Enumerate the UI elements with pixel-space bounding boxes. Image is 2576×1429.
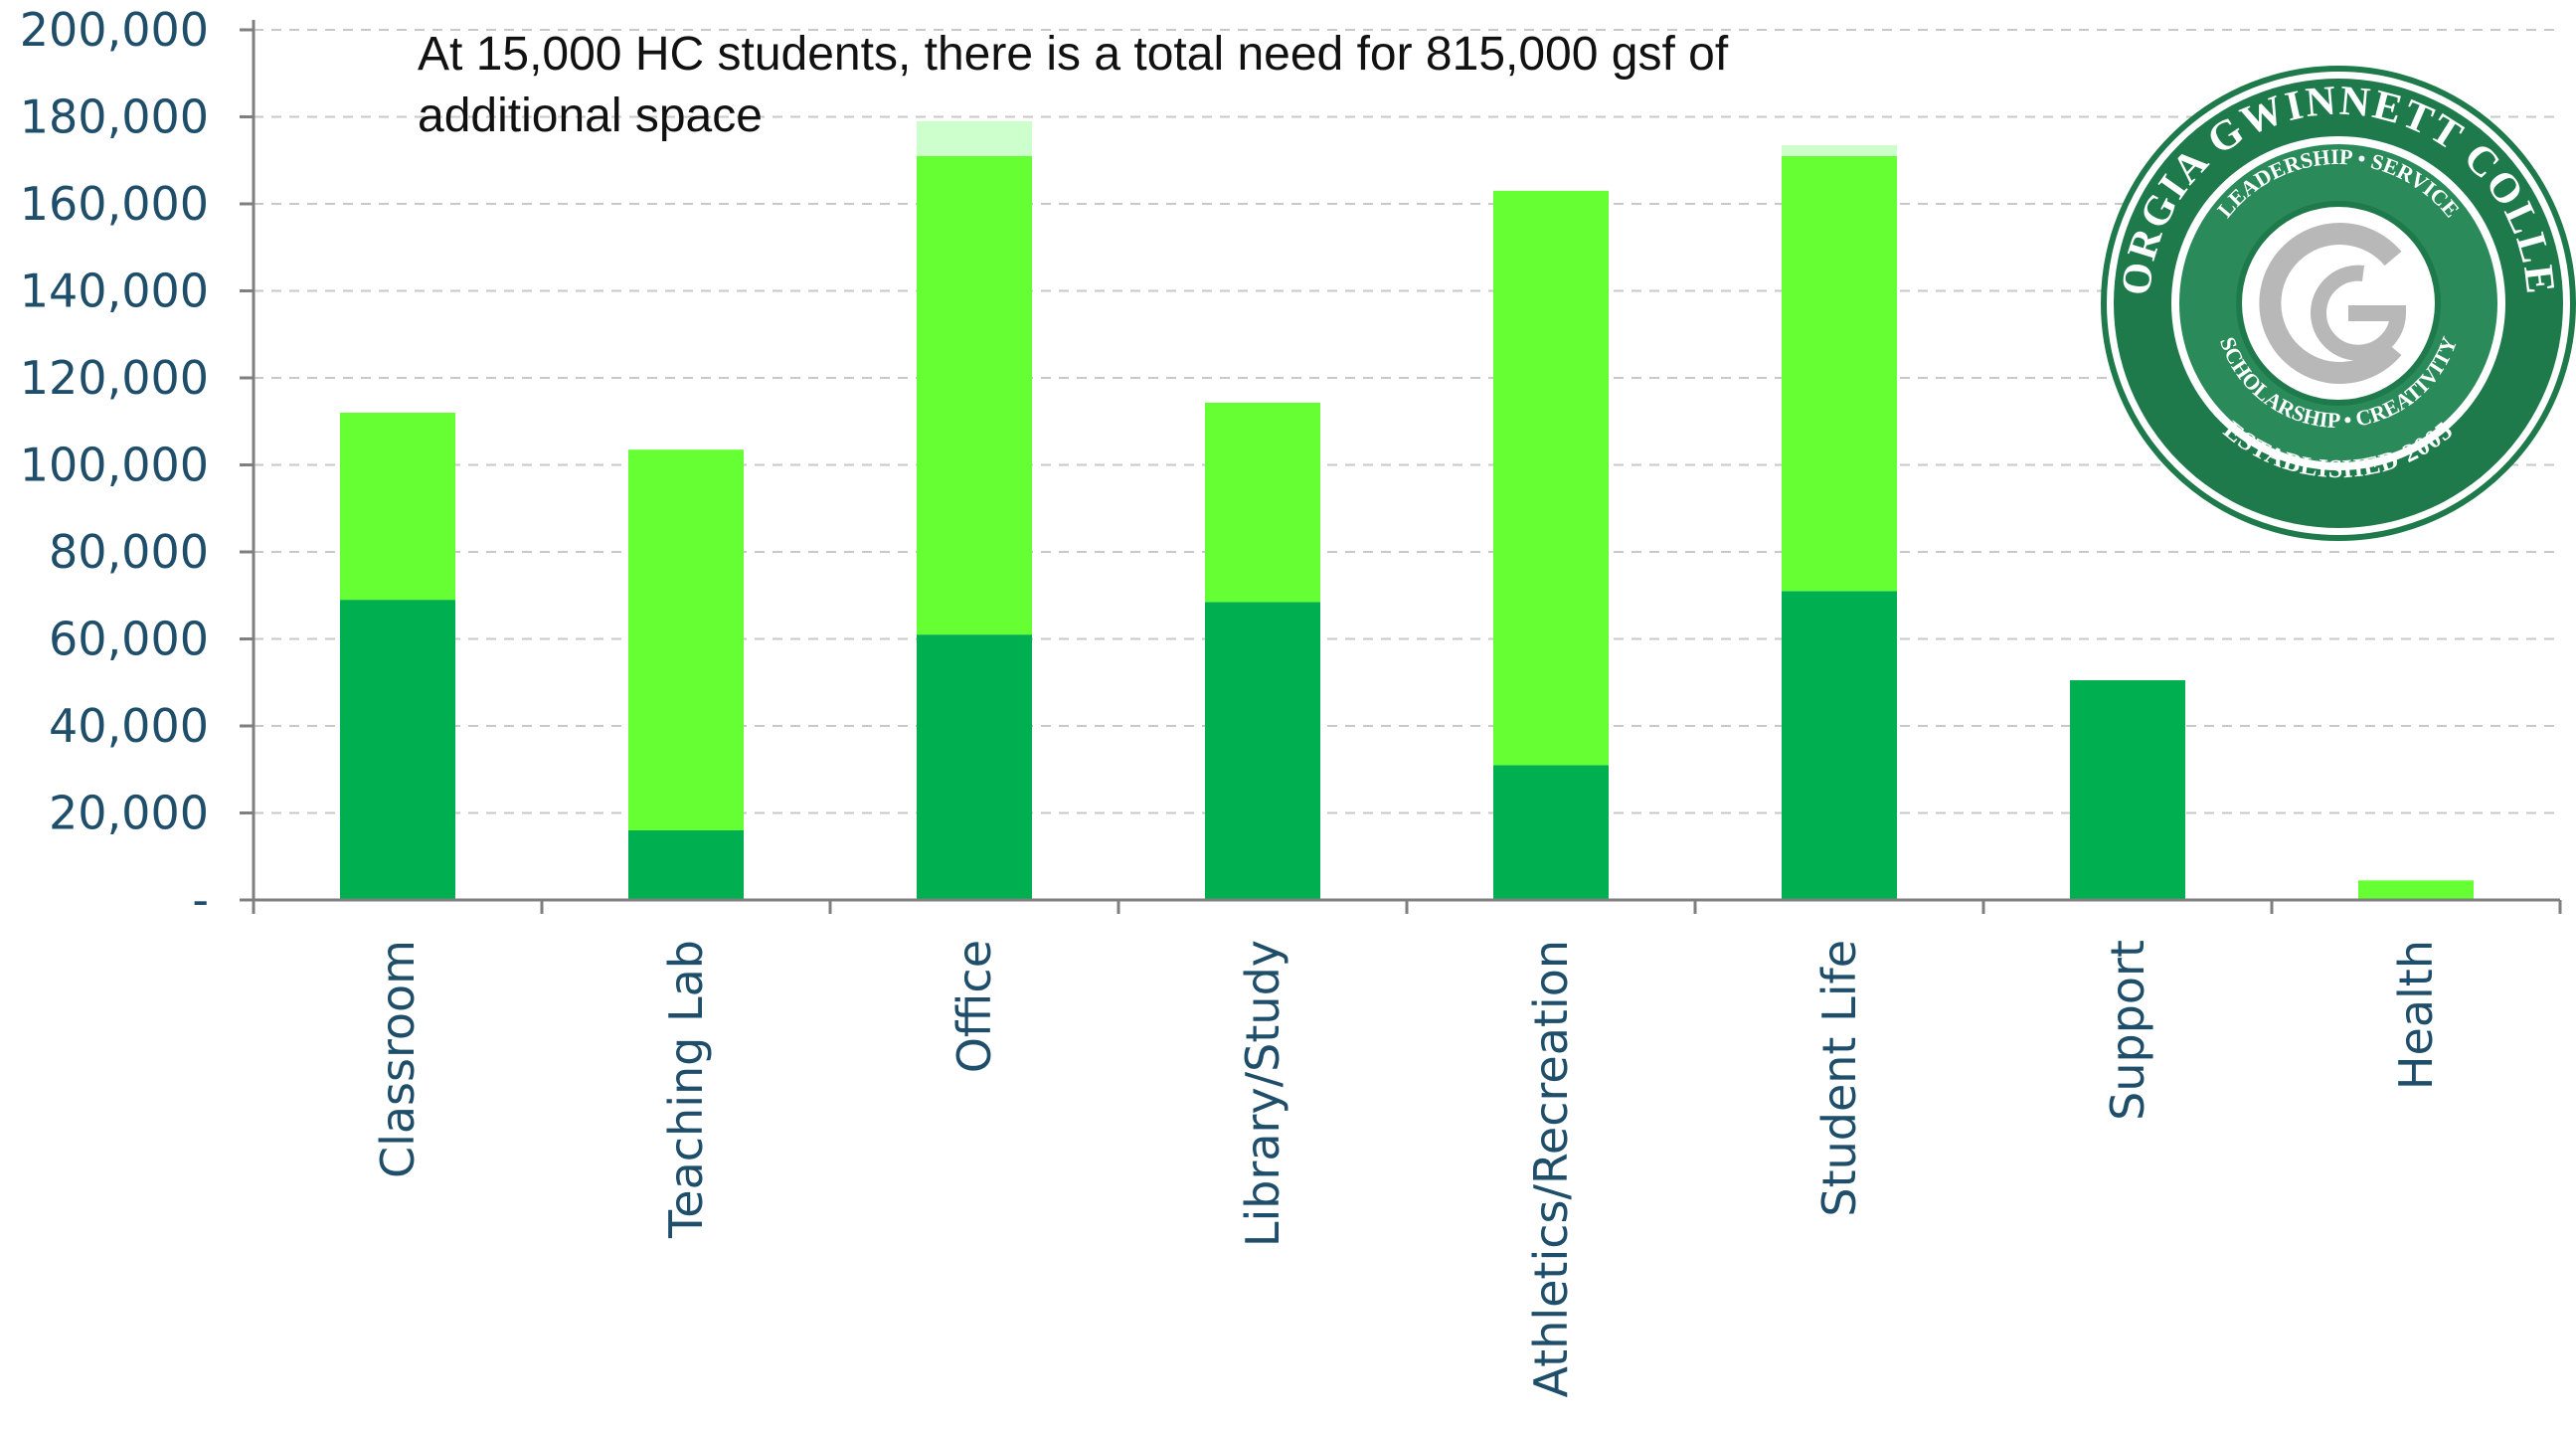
y-tick-label: - [192,873,209,927]
y-tick-label: 180,000 [20,90,209,144]
x-tick-label: Classroom [371,940,425,1178]
bar-segment-1 [1782,591,1897,900]
bar-segment-3 [917,120,1032,156]
bar-segment-2 [340,413,455,601]
y-tick-label: 160,000 [20,177,209,231]
bar-segment-2 [2358,880,2474,900]
bar-segment-1 [628,830,744,900]
y-tick-label: 120,000 [20,351,209,405]
x-tick-label: Athletics/Recreation [1524,940,1578,1398]
y-tick-label: 80,000 [49,525,209,579]
x-tick-labels: Classroom Teaching Lab Office Library/Study… [371,940,2443,1398]
bar-segment-1 [2070,680,2185,900]
y-tick-label: 100,000 [20,439,209,492]
x-tick-label: Student Life [1812,940,1866,1217]
bar-segment-2 [917,155,1032,635]
y-tick-label: 40,000 [49,699,209,753]
bar-segment-2 [1493,190,1609,766]
y-tick-labels: - 20,000 40,000 60,000 80,000 100,000 120,000 1… [20,3,209,927]
annotation-line-2: additional space [418,89,763,142]
x-tick-label: Library/Study [1236,940,1289,1247]
annotation-line-1: At 15,000 HC students, there is a total … [418,28,1729,81]
bar-segment-1 [917,634,1032,900]
bar-segment-1 [1205,602,1320,900]
x-tick-label: Office [947,940,1001,1073]
y-tick-label: 140,000 [20,265,209,318]
bar-segment-1 [340,600,455,900]
axes [252,20,2562,914]
bar-segment-3 [1782,144,1897,156]
seal-monogram-icon [2259,223,2407,384]
y-tick-label: 20,000 [49,787,209,840]
bar-segment-2 [1205,402,1320,603]
x-tick-label: Health [2389,940,2443,1090]
x-tick-label: Teaching Lab [659,940,713,1239]
bar-segment-2 [1782,155,1897,592]
bar-segment-1 [1493,765,1609,900]
bar-segment-2 [628,449,744,830]
bars [340,120,2474,900]
x-tick-label: Support [2101,940,2154,1121]
y-tick-label: 60,000 [49,613,209,666]
college-seal-logo: GEORGIA GWINNETT COLLEGE ESTABLISHED 200… [2101,66,2576,541]
y-tick-label: 200,000 [20,3,209,57]
